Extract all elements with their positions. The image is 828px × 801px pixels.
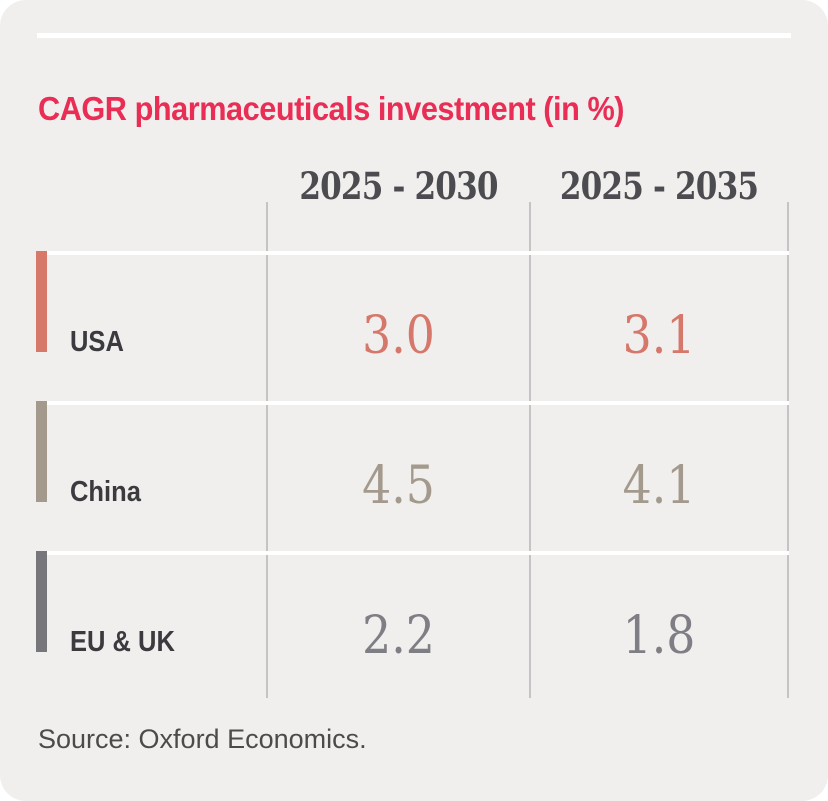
row-color-bar	[36, 251, 47, 352]
grid-line-right	[787, 202, 789, 698]
cell-value: 3.0	[362, 306, 435, 366]
row-label: USA	[70, 326, 124, 358]
row-separator	[47, 251, 789, 255]
cell-value: 4.5	[362, 456, 435, 516]
cell-value: 4.1	[622, 456, 696, 516]
grid-line-middle	[529, 202, 531, 698]
source-note: Source: Oxford Economics.	[38, 724, 367, 754]
cell-value: 3.1	[622, 306, 696, 366]
row-label: EU & UK	[70, 626, 175, 658]
row-color-bar	[36, 401, 47, 502]
row-separator	[47, 551, 789, 555]
cell-value: 2.2	[362, 606, 435, 666]
column-header-2025-2035: 2025 - 2035	[559, 164, 759, 208]
grid-line-left	[266, 202, 268, 698]
cell-value: 1.8	[622, 606, 696, 666]
top-divider-rule	[37, 33, 791, 38]
row-color-bar	[36, 551, 47, 652]
row-label: China	[70, 476, 141, 508]
chart-title: CAGR pharmaceuticals investment (in %)	[38, 90, 625, 128]
row-separator	[47, 401, 789, 405]
table-row: EU & UK 2.2 1.8	[0, 551, 828, 662]
column-header-2025-2030: 2025 - 2030	[299, 164, 498, 208]
table-row: China 4.5 4.1	[0, 401, 828, 512]
table-row: USA 3.0 3.1	[0, 251, 828, 362]
